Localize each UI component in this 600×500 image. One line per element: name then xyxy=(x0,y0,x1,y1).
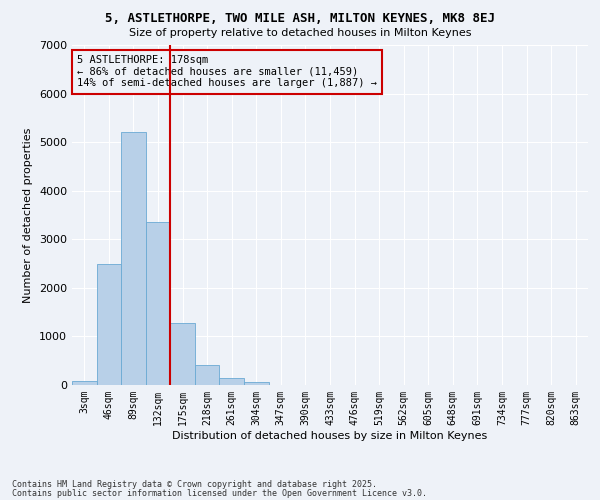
Text: 5, ASTLETHORPE, TWO MILE ASH, MILTON KEYNES, MK8 8EJ: 5, ASTLETHORPE, TWO MILE ASH, MILTON KEY… xyxy=(105,12,495,26)
Text: Contains public sector information licensed under the Open Government Licence v3: Contains public sector information licen… xyxy=(12,489,427,498)
Bar xyxy=(195,364,220,385)
X-axis label: Distribution of detached houses by size in Milton Keynes: Distribution of detached houses by size … xyxy=(172,430,488,440)
Bar xyxy=(72,381,97,385)
Bar xyxy=(170,323,195,385)
Text: 5 ASTLETHORPE: 178sqm
← 86% of detached houses are smaller (11,459)
14% of semi-: 5 ASTLETHORPE: 178sqm ← 86% of detached … xyxy=(77,55,377,88)
Bar xyxy=(220,378,244,385)
Text: Contains HM Land Registry data © Crown copyright and database right 2025.: Contains HM Land Registry data © Crown c… xyxy=(12,480,377,489)
Bar xyxy=(146,222,170,385)
Text: Size of property relative to detached houses in Milton Keynes: Size of property relative to detached ho… xyxy=(129,28,471,38)
Bar xyxy=(97,264,121,385)
Bar xyxy=(244,382,269,385)
Y-axis label: Number of detached properties: Number of detached properties xyxy=(23,128,34,302)
Bar xyxy=(121,132,146,385)
